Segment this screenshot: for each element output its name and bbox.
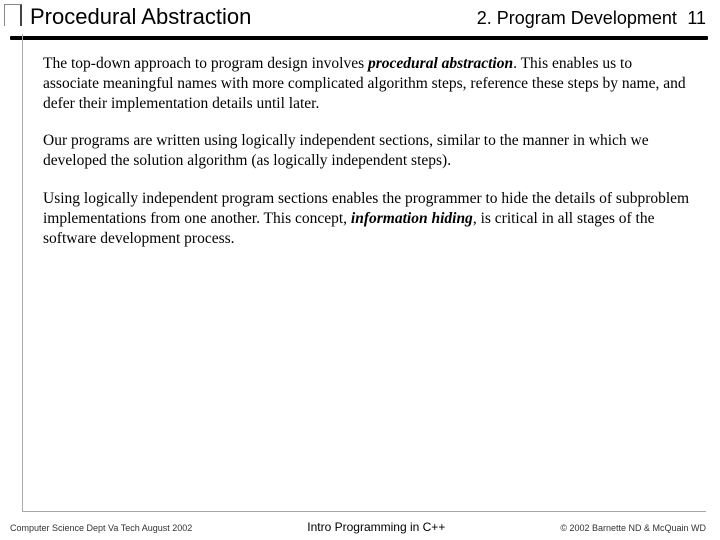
p1-text-a: The top-down approach to program design … xyxy=(43,55,368,72)
corner-decoration xyxy=(4,4,22,26)
footer-right: © 2002 Barnette ND & McQuain WD xyxy=(560,523,706,533)
content-frame: The top-down approach to program design … xyxy=(22,34,706,512)
p3-emphasis: information hiding xyxy=(351,210,473,227)
slide-body: The top-down approach to program design … xyxy=(23,34,706,249)
slide-title: Procedural Abstraction xyxy=(30,4,251,30)
header-right: 2. Program Development 11 xyxy=(477,8,706,29)
slide-footer: Computer Science Dept Va Tech August 200… xyxy=(0,520,720,534)
paragraph-1: The top-down approach to program design … xyxy=(43,54,690,113)
chapter-label: 2. Program Development xyxy=(477,8,677,28)
slide-header: Procedural Abstraction 2. Program Develo… xyxy=(0,0,720,36)
paragraph-2: Our programs are written using logically… xyxy=(43,131,690,171)
page-number: 11 xyxy=(687,8,706,28)
footer-left: Computer Science Dept Va Tech August 200… xyxy=(10,523,192,533)
footer-center: Intro Programming in C++ xyxy=(307,520,445,534)
p2-text: Our programs are written using logically… xyxy=(43,132,649,169)
paragraph-3: Using logically independent program sect… xyxy=(43,189,690,248)
p1-emphasis: procedural abstraction xyxy=(368,55,513,72)
